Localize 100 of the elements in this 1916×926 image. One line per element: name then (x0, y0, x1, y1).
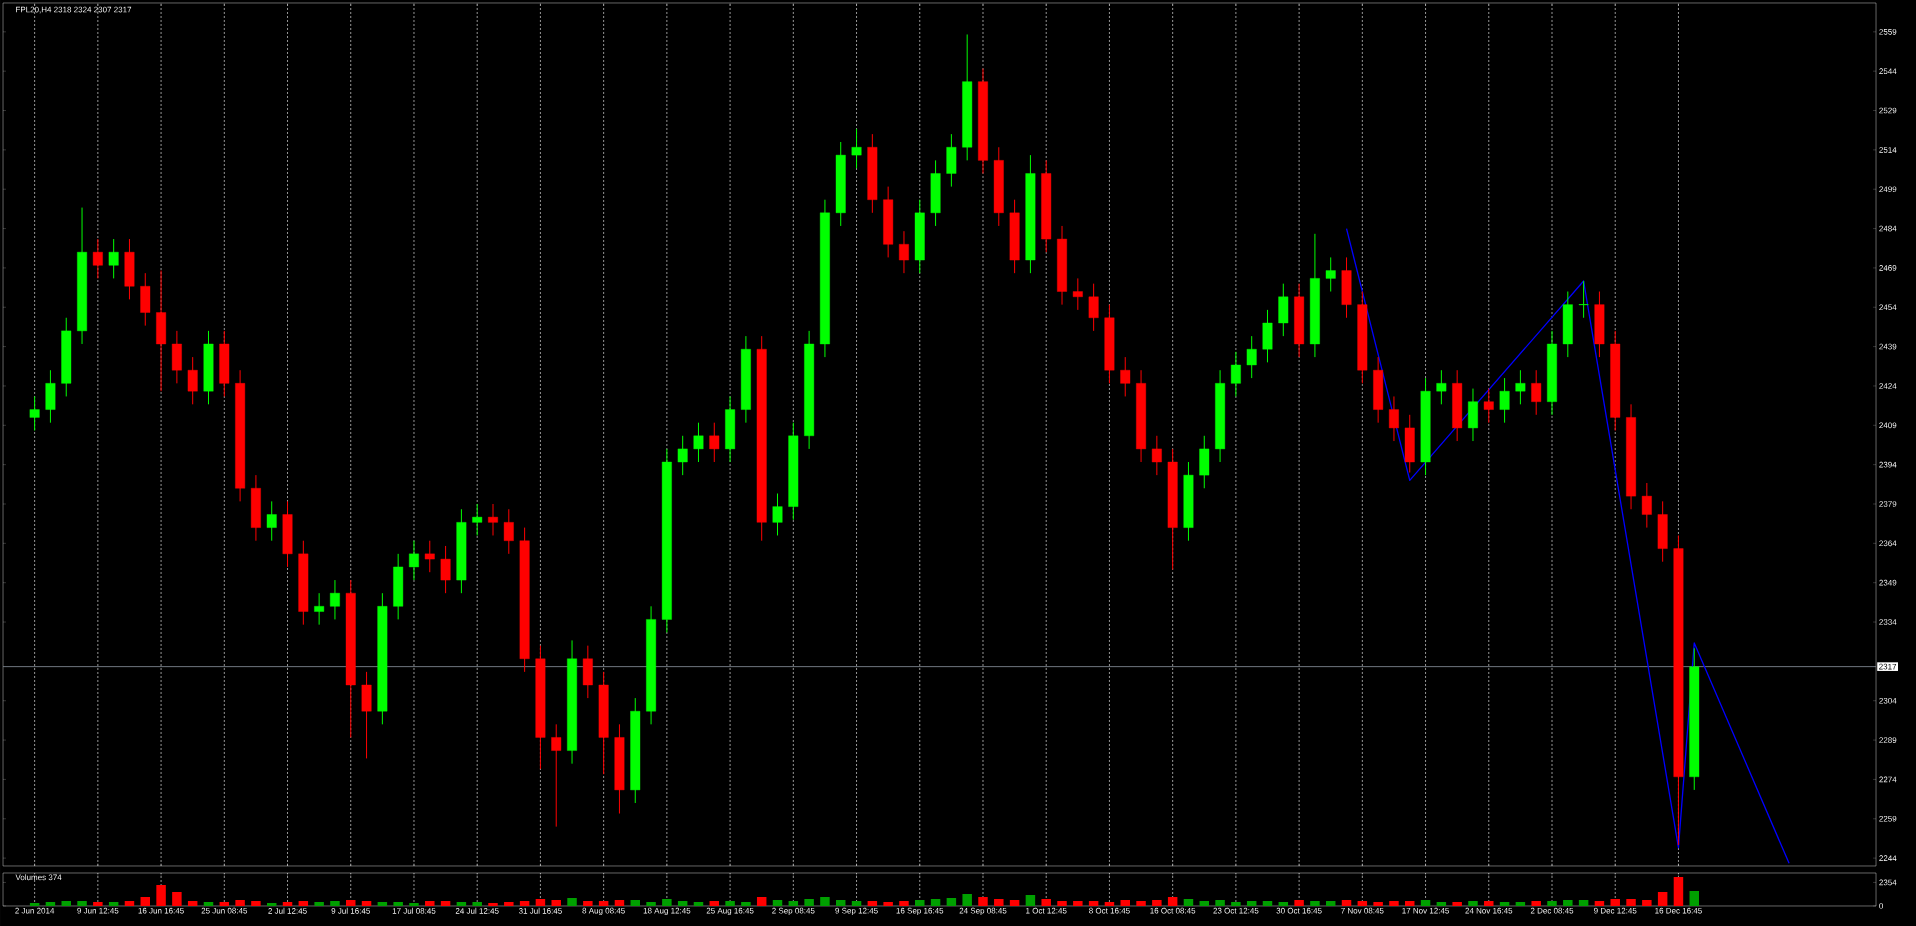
x-tick-label: 9 Dec 12:45 (1594, 907, 1637, 914)
bar (1563, 899, 1573, 906)
bar (1420, 899, 1431, 906)
candlestick (1578, 280, 1589, 319)
y-tick-label: 2544 (1879, 68, 1897, 75)
bar (1468, 900, 1478, 906)
y-tick-label: 2349 (1879, 579, 1897, 586)
x-tick-label: 2 Jun 2014 (15, 907, 55, 914)
x-tick-label: 24 Jul 12:45 (455, 907, 499, 914)
y-tick-label: 2484 (1879, 225, 1897, 232)
bar (1531, 900, 1541, 906)
bar (1057, 900, 1067, 906)
bar (393, 901, 403, 906)
bar (1373, 901, 1383, 906)
x-tick-label: 9 Sep 12:45 (835, 907, 878, 916)
x-tick-label: 25 Jun 08:45 (201, 907, 248, 914)
bar (1041, 898, 1051, 906)
bar (425, 900, 435, 906)
candlestick (693, 422, 704, 463)
bar (1073, 900, 1083, 906)
candlestick (472, 503, 483, 536)
candlestick (330, 579, 340, 620)
bar (1689, 890, 1699, 906)
bar (1183, 898, 1194, 906)
candlestick (29, 395, 40, 432)
bar (440, 900, 451, 906)
bar (1484, 900, 1494, 906)
candlestick (851, 128, 862, 169)
y-tick-label: 2364 (1879, 540, 1897, 547)
x-tick-label: 16 Jun 16:45 (138, 907, 184, 914)
candlestick (440, 545, 451, 594)
bar (456, 901, 467, 906)
bar (314, 901, 324, 906)
y-tick-label: 0 (1879, 903, 1884, 909)
candlestick (424, 540, 435, 573)
bar (1325, 900, 1336, 906)
bar (1262, 900, 1273, 906)
x-tick-label: 17 Jul 08:45 (392, 907, 436, 914)
candlestick (1230, 351, 1241, 397)
bar (1405, 900, 1415, 906)
candlestick (551, 723, 562, 828)
bar (298, 900, 309, 906)
bar (567, 897, 577, 906)
candlestick (1120, 356, 1131, 397)
candlestick (1641, 482, 1652, 529)
bar (946, 897, 957, 906)
x-tick-label: 25 Aug 16:45 (706, 907, 754, 916)
bar (962, 893, 972, 906)
x-tick-label: 16 Dec 16:45 (1655, 907, 1702, 914)
bar (219, 901, 230, 906)
y-tick-label: 2334 (1879, 619, 1897, 625)
bar (409, 902, 419, 906)
bar (1025, 894, 1036, 906)
bar (1357, 900, 1368, 906)
candlestick (1088, 283, 1099, 332)
candlestick (1531, 369, 1542, 416)
bar (867, 900, 878, 906)
candlestick (314, 592, 325, 626)
bar (108, 901, 119, 906)
bar (1657, 891, 1668, 906)
bar (472, 901, 482, 906)
y-tick-label: 2529 (1879, 107, 1897, 114)
bar (61, 900, 71, 906)
candlestick (108, 238, 119, 279)
y-tick-label: 2289 (1879, 737, 1897, 743)
x-tick-label: 1 Oct 12:45 (1026, 907, 1067, 914)
bar (614, 899, 625, 906)
bar (535, 898, 546, 906)
x-tick-label: 2 Dec 08:45 (1530, 907, 1574, 914)
bar (583, 900, 593, 906)
x-tick-label: 2 Sep 08:45 (772, 907, 815, 916)
bar (1578, 899, 1589, 906)
chart-title: Volumes 374 (15, 874, 62, 881)
bar (646, 901, 656, 906)
candlestick (1389, 395, 1399, 442)
candlestick (1436, 369, 1447, 405)
candlestick (1246, 335, 1257, 379)
bar (1104, 901, 1115, 906)
bar (820, 896, 830, 906)
bar (1088, 900, 1099, 906)
bar (124, 900, 135, 906)
candlestick (677, 435, 688, 476)
bar (1199, 900, 1210, 906)
x-tick-label: 9 Jul 16:45 (331, 907, 370, 914)
bar (725, 900, 735, 906)
candlestick (772, 493, 783, 536)
candlestick (409, 540, 419, 581)
bar (140, 896, 151, 906)
bar (662, 898, 672, 906)
bar (1547, 900, 1557, 906)
y-tick-label: 2439 (1879, 343, 1897, 350)
bar (330, 900, 340, 906)
candlestick (1499, 377, 1510, 424)
bar (1120, 899, 1130, 906)
bar (772, 899, 783, 906)
candlestick (1325, 256, 1336, 293)
bar (804, 898, 814, 906)
bar (899, 900, 909, 906)
bar (883, 901, 893, 906)
bar (1009, 899, 1020, 906)
